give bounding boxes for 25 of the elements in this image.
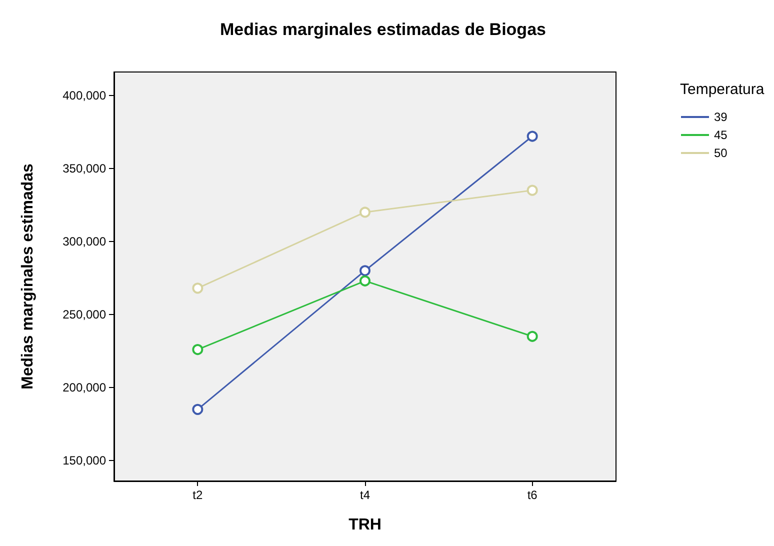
x-tick-label: t2	[192, 488, 203, 502]
x-tick-label: t6	[527, 488, 538, 502]
point	[192, 282, 204, 294]
point	[360, 275, 370, 286]
point	[192, 344, 204, 356]
point	[526, 330, 538, 342]
y-axis-title: Medias marginales estimadas	[20, 163, 36, 390]
legend-title: Temperatura	[680, 81, 765, 98]
chart-title: Medias marginales estimadas de Biogas	[220, 20, 546, 39]
y-tick-label: 200,000	[62, 380, 106, 395]
point	[526, 184, 538, 196]
y-tick-label: 350,000	[62, 161, 106, 176]
point	[192, 404, 204, 415]
legend-label: 45	[714, 128, 728, 142]
point	[360, 206, 370, 218]
legend-label: 50	[714, 146, 728, 160]
y-tick-label: 250,000	[62, 307, 106, 322]
y-tick-label: 400,000	[62, 88, 106, 102]
y-tick-label: 300,000	[62, 234, 106, 248]
point	[526, 130, 538, 142]
legend-label: 39	[714, 110, 728, 124]
x-tick-label: t4	[360, 488, 370, 502]
y-tick-label: 150,000	[62, 454, 106, 468]
x-axis-title: TRH	[348, 516, 382, 534]
point	[360, 265, 370, 276]
